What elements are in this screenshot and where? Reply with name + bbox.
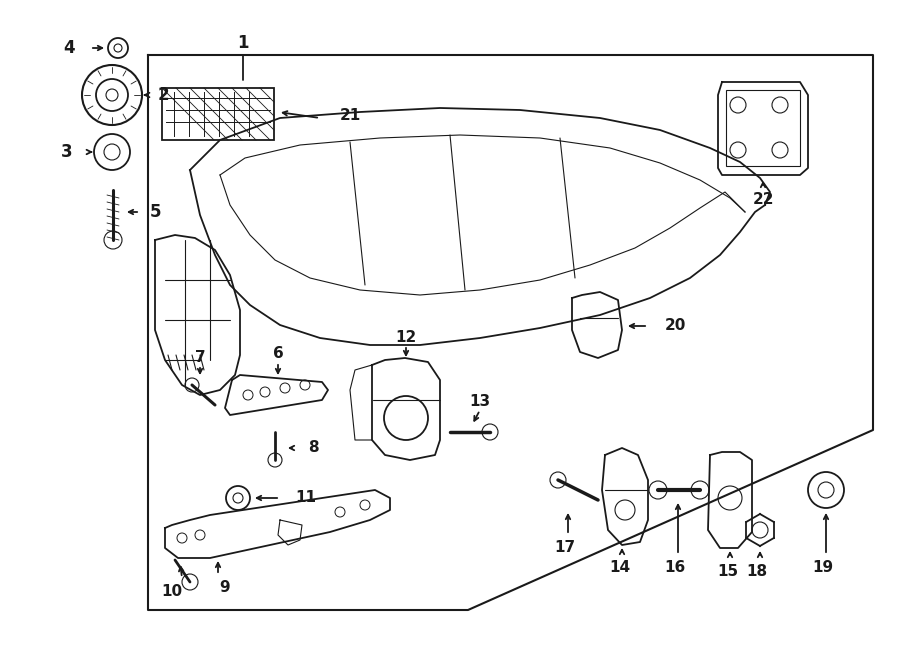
Text: 21: 21 bbox=[340, 108, 361, 122]
Text: 3: 3 bbox=[61, 143, 73, 161]
Text: 16: 16 bbox=[664, 561, 686, 576]
Text: 12: 12 bbox=[395, 330, 417, 346]
Text: 20: 20 bbox=[665, 319, 687, 334]
Text: 7: 7 bbox=[194, 350, 205, 366]
Text: 1: 1 bbox=[238, 34, 248, 52]
Text: 19: 19 bbox=[813, 561, 833, 576]
Text: 6: 6 bbox=[273, 346, 284, 360]
Text: 18: 18 bbox=[746, 564, 768, 580]
Text: 13: 13 bbox=[470, 395, 490, 410]
Text: 2: 2 bbox=[158, 86, 169, 104]
Text: 9: 9 bbox=[220, 580, 230, 596]
Text: 10: 10 bbox=[161, 584, 183, 600]
Bar bbox=[162, 88, 274, 140]
Bar bbox=[726, 90, 800, 166]
Text: 4: 4 bbox=[63, 39, 75, 57]
Text: 5: 5 bbox=[150, 203, 161, 221]
Text: 11: 11 bbox=[295, 490, 316, 506]
Text: 15: 15 bbox=[717, 564, 739, 580]
Text: 14: 14 bbox=[609, 561, 631, 576]
Text: 8: 8 bbox=[308, 440, 319, 455]
Text: 22: 22 bbox=[752, 192, 774, 208]
Text: 17: 17 bbox=[554, 541, 576, 555]
